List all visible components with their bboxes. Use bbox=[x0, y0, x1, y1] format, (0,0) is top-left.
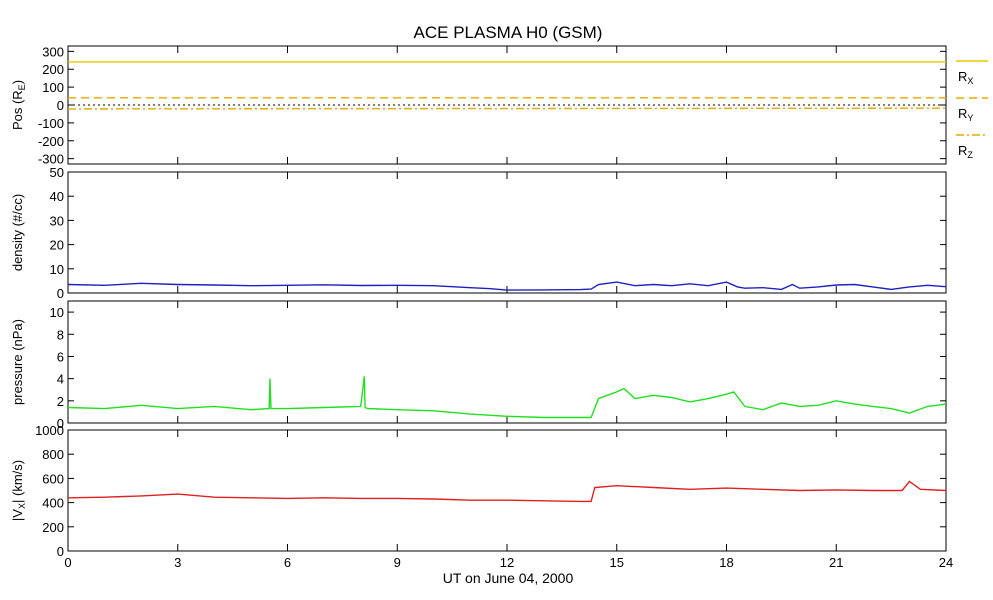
x-tick-label: 12 bbox=[500, 555, 514, 570]
x-tick-label: 18 bbox=[719, 555, 733, 570]
x-tick-label: 3 bbox=[174, 555, 181, 570]
series-line-pos-2 bbox=[67, 107, 947, 110]
y-tick-label: 0 bbox=[57, 98, 64, 113]
x-tick-label: 9 bbox=[394, 555, 401, 570]
legend-label-2: RZ bbox=[958, 143, 973, 160]
y-tick-label: -300 bbox=[38, 152, 64, 167]
y-tick-label: -200 bbox=[38, 134, 64, 149]
y-tick-label: 6 bbox=[57, 349, 64, 364]
panel-frame bbox=[67, 300, 947, 424]
y-tick-label: -100 bbox=[38, 116, 64, 131]
legend-label-0: RX bbox=[958, 69, 973, 86]
chart-title: ACE PLASMA H0 (GSM) bbox=[414, 23, 603, 42]
panel-vx: 1000 800 600 400 200 0 |VX| (km/s) bbox=[10, 423, 947, 559]
panel-density: 50 40 30 20 10 0 density (#/cc) bbox=[10, 165, 947, 301]
y-tick-label: 30 bbox=[50, 213, 64, 228]
legend-label-1: RY bbox=[958, 106, 973, 123]
y-tick-label: 600 bbox=[42, 471, 64, 486]
y-axis-label-pos: Pos (RE) bbox=[10, 80, 27, 130]
y-tick-label: 100 bbox=[42, 80, 64, 95]
x-tick-label: 0 bbox=[64, 555, 71, 570]
y-tick-label: 200 bbox=[42, 520, 64, 535]
x-tick-label: 21 bbox=[829, 555, 843, 570]
series-line-pressure-0 bbox=[67, 376, 947, 419]
y-axis-label-density: density (#/cc) bbox=[10, 194, 25, 271]
y-tick-label: 300 bbox=[42, 44, 64, 59]
y-tick-label: 0 bbox=[57, 416, 64, 431]
y-tick-label: 1000 bbox=[35, 423, 64, 438]
y-tick-label: 10 bbox=[50, 262, 64, 277]
y-tick-label: 40 bbox=[50, 189, 64, 204]
y-tick-label: 4 bbox=[57, 372, 64, 387]
y-tick-label: 200 bbox=[42, 62, 64, 77]
y-tick-label: 20 bbox=[50, 238, 64, 253]
panel-pressure: 10 8 6 4 2 0 pressure (nPa) bbox=[10, 300, 947, 431]
y-tick-label: 8 bbox=[57, 327, 64, 342]
x-tick-label: 15 bbox=[610, 555, 624, 570]
y-tick-label: 800 bbox=[42, 447, 64, 462]
y-tick-label: 0 bbox=[57, 286, 64, 301]
x-tick-label: 24 bbox=[939, 555, 953, 570]
panel-frame bbox=[67, 171, 947, 294]
y-axis-label-vx: |VX| (km/s) bbox=[10, 460, 27, 521]
x-axis: 0 3 6 9 12 15 18 21 24 bbox=[64, 555, 953, 570]
x-tick-label: 6 bbox=[284, 555, 291, 570]
series-line-density-0 bbox=[67, 281, 947, 291]
y-axis-label-pressure: pressure (nPa) bbox=[10, 319, 25, 405]
x-axis-label: UT on June 04, 2000 bbox=[443, 570, 574, 586]
y-tick-label: 50 bbox=[50, 165, 64, 180]
y-tick-label: 400 bbox=[42, 496, 64, 511]
position-legend: RX RY RZ bbox=[956, 60, 988, 160]
series-line-vx-0 bbox=[67, 480, 947, 503]
y-tick-label: 2 bbox=[57, 394, 64, 409]
y-tick-label: 10 bbox=[50, 305, 64, 320]
panel-pos: 300 200 100 0 -100 -200 -300 Pos (RE) bbox=[10, 44, 947, 167]
y-tick-label: 0 bbox=[57, 544, 64, 559]
